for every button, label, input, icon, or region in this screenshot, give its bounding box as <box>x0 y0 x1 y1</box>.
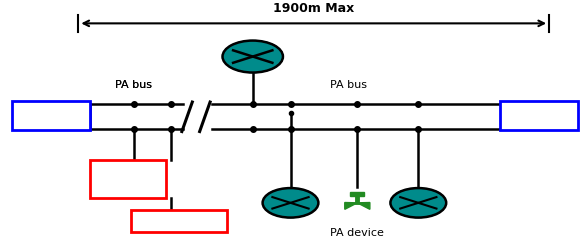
Ellipse shape <box>263 188 318 218</box>
FancyBboxPatch shape <box>131 210 227 232</box>
FancyBboxPatch shape <box>12 101 90 131</box>
Text: PA device: PA device <box>331 227 384 237</box>
Text: Terminator: Terminator <box>509 111 569 121</box>
FancyBboxPatch shape <box>350 193 364 197</box>
Polygon shape <box>345 203 357 209</box>
Text: 1900m Max: 1900m Max <box>273 2 354 14</box>
Text: PA bus: PA bus <box>330 79 367 89</box>
FancyBboxPatch shape <box>500 101 578 131</box>
Ellipse shape <box>390 188 446 218</box>
Ellipse shape <box>223 41 283 73</box>
FancyBboxPatch shape <box>90 160 166 198</box>
Text: Linker/Coulper: Linker/Coulper <box>141 216 217 226</box>
Polygon shape <box>357 203 370 209</box>
Text: PA bus: PA bus <box>115 79 152 89</box>
Text: PA bus: PA bus <box>115 79 152 89</box>
Text: Fieldbus
Power: Fieldbus Power <box>107 168 148 190</box>
Text: Terminator: Terminator <box>21 111 81 121</box>
